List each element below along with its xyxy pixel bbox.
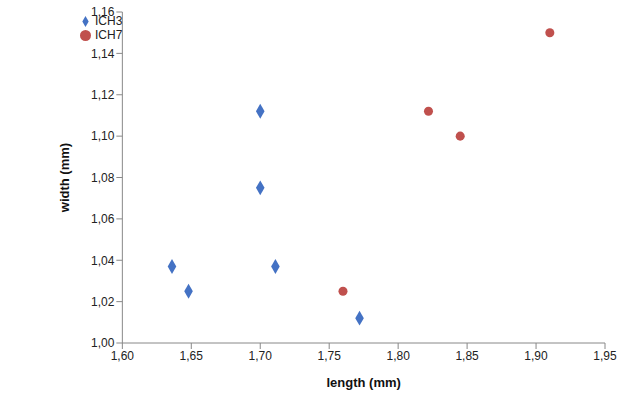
svg-text:length (mm): length (mm) — [326, 375, 400, 390]
svg-text:1,70: 1,70 — [249, 349, 273, 363]
svg-text:1,60: 1,60 — [111, 349, 135, 363]
svg-text:1,16: 1,16 — [91, 5, 115, 19]
svg-text:1,14: 1,14 — [91, 47, 115, 61]
svg-text:1,90: 1,90 — [524, 349, 548, 363]
html-text:ICH3: ICH3 — [95, 14, 123, 28]
svg-text:1,75: 1,75 — [318, 349, 342, 363]
svg-text:1,85: 1,85 — [455, 349, 479, 363]
svg-text:1,12: 1,12 — [91, 88, 115, 102]
svg-text:1,06: 1,06 — [91, 212, 115, 226]
svg-text:1,95: 1,95 — [593, 349, 617, 363]
html-text:ICH7: ICH7 — [95, 28, 123, 42]
svg-text:1,65: 1,65 — [180, 349, 204, 363]
svg-text:1,80: 1,80 — [386, 349, 410, 363]
svg-text:1,08: 1,08 — [91, 171, 115, 185]
svg-text:width (mm): width (mm) — [57, 143, 72, 213]
svg-text:1,02: 1,02 — [91, 295, 115, 309]
svg-text:1,10: 1,10 — [91, 129, 115, 143]
svg-text:1,00: 1,00 — [91, 336, 115, 350]
svg-text:1,04: 1,04 — [91, 254, 115, 268]
